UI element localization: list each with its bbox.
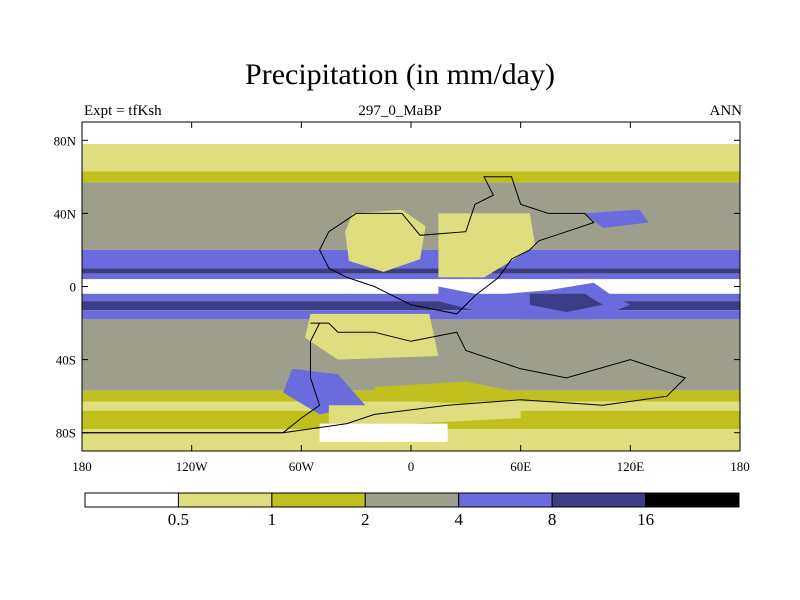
legend-level-label: 8	[548, 510, 557, 529]
region-wet-south-pangea	[283, 368, 366, 415]
y-tick-label: 40S	[56, 353, 76, 368]
legend-swatch	[458, 492, 553, 508]
legend-level-label: 0.5	[168, 510, 189, 529]
zonal-band-2	[82, 171, 740, 183]
legend-level-label: 4	[454, 510, 463, 529]
legend-swatch	[645, 492, 740, 508]
region-dry-antarctic-coast	[328, 399, 521, 424]
legend-swatch	[364, 492, 460, 508]
region-dry-asia-ring	[438, 213, 536, 278]
zonal-band-8	[82, 293, 740, 302]
zonal-band-6	[82, 273, 740, 280]
x-tick-label: 120E	[617, 459, 645, 474]
zonal-band-5	[82, 268, 740, 274]
legend-level-label: 1	[268, 510, 277, 529]
x-tick-label: 0	[408, 459, 415, 474]
zonal-band-0	[82, 122, 740, 144]
legend-level-label: 2	[361, 510, 370, 529]
y-tick-label: 0	[70, 280, 77, 295]
region-dry-north-pangea-ring	[345, 209, 426, 272]
legend-swatch	[551, 492, 647, 508]
y-axis: 80N 40N 0 40S 80S	[54, 133, 740, 441]
zonal-band-7	[82, 279, 740, 294]
y-tick-label: 40N	[54, 206, 77, 221]
legend-level-label: 16	[637, 510, 654, 529]
coastline-pangea-north-coast	[319, 176, 595, 315]
legend-swatch	[84, 492, 179, 508]
y-tick-label: 80S	[56, 426, 76, 441]
coastlines	[82, 176, 687, 434]
experiment-label: Expt = tfKsh	[84, 103, 162, 119]
region-wet-north-tethys	[584, 209, 649, 228]
x-tick-label: 180	[730, 459, 750, 474]
x-tick-label: 60E	[510, 459, 531, 474]
coastline-pangea-south-coast	[82, 322, 687, 434]
x-tick-label: 60W	[289, 459, 315, 474]
time-label: 297_0_MaBP	[358, 103, 442, 119]
coastline-south-pole-landmass	[82, 322, 321, 434]
legend-swatch	[271, 492, 366, 508]
chart-title: Precipitation (in mm/day)	[245, 58, 555, 91]
x-tick-label: 120W	[176, 459, 209, 474]
x-tick-label: 180	[72, 459, 92, 474]
x-axis: 180 120W 60W 0 60E 120E 180	[72, 122, 750, 474]
region-dry-south-pole	[319, 423, 448, 442]
precipitation-field	[82, 122, 740, 451]
season-label: ANN	[709, 103, 743, 119]
legend-swatch	[177, 492, 273, 508]
zonal-band-9	[82, 301, 740, 311]
region-dry-south-pangea-ring	[305, 313, 439, 360]
region-very-wet-tethys	[529, 293, 603, 313]
y-tick-label: 80N	[54, 133, 77, 148]
zonal-band-1	[82, 143, 740, 172]
region-moderate-south-coast	[374, 381, 521, 404]
color-legend: 0.5 1 2 4 8 16	[84, 492, 740, 529]
